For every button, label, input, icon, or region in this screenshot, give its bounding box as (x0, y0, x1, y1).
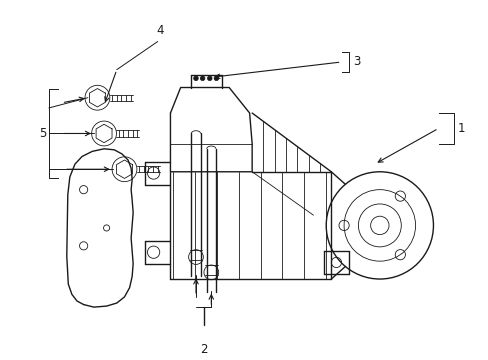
Text: 4: 4 (156, 24, 163, 37)
Text: 1: 1 (457, 122, 465, 135)
Circle shape (200, 76, 204, 81)
Circle shape (207, 76, 212, 81)
Text: 3: 3 (352, 55, 360, 68)
Text: 5: 5 (40, 127, 47, 140)
Circle shape (193, 76, 198, 81)
Circle shape (214, 76, 218, 81)
Text: 2: 2 (200, 343, 207, 356)
